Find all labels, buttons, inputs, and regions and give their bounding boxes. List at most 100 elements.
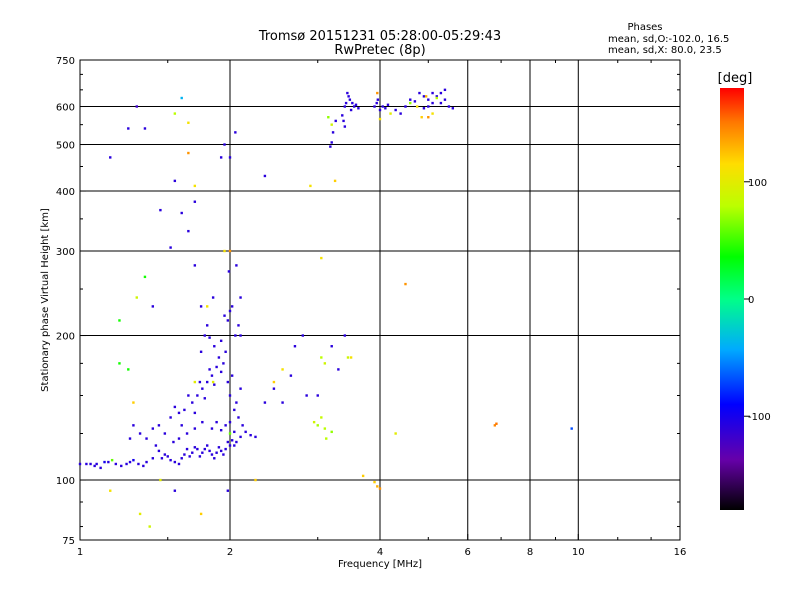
- data-point: [376, 91, 379, 95]
- data-point: [85, 462, 88, 466]
- data-point: [234, 131, 237, 134]
- colorbar-label: [deg]: [718, 71, 753, 86]
- data-point: [233, 408, 236, 412]
- data-point: [347, 95, 350, 98]
- data-point: [219, 370, 223, 374]
- data-point: [208, 449, 211, 453]
- x-tick-label: 16: [674, 547, 687, 558]
- data-point: [443, 98, 447, 101]
- data-point: [263, 401, 267, 404]
- y-tick-label: 300: [56, 247, 75, 258]
- data-point: [224, 350, 227, 353]
- colorbar-ticks: 100 0 -100: [744, 178, 771, 423]
- data-point: [237, 324, 240, 327]
- data-point: [293, 345, 297, 348]
- x-tick-label: 8: [527, 547, 533, 558]
- data-point: [227, 270, 231, 273]
- data-point: [228, 420, 232, 424]
- data-point: [172, 440, 175, 444]
- data-point: [193, 380, 197, 384]
- data-point: [343, 105, 347, 108]
- data-point: [215, 451, 218, 454]
- data-point: [343, 125, 347, 128]
- data-point: [239, 334, 242, 337]
- data-point: [443, 88, 447, 92]
- chart-title: Tromsø 20151231 05:28:00-05:29:43: [258, 29, 501, 44]
- data-point: [244, 430, 247, 434]
- data-point: [263, 174, 267, 178]
- data-point: [344, 101, 348, 105]
- y-tick-label: 75: [62, 536, 75, 547]
- data-point: [205, 380, 209, 384]
- data-point: [208, 368, 211, 371]
- data-point: [180, 424, 183, 427]
- data-point: [201, 451, 204, 454]
- x-tick-label: 4: [377, 547, 383, 558]
- data-point: [289, 374, 293, 377]
- data-point: [138, 432, 142, 435]
- data-point: [224, 424, 227, 427]
- y-tick-label: 100: [56, 476, 75, 487]
- data-point: [132, 424, 135, 427]
- data-point: [323, 427, 327, 430]
- data-point: [330, 430, 333, 434]
- data-point: [213, 457, 216, 460]
- data-point: [114, 462, 118, 466]
- data-point: [145, 437, 148, 440]
- data-point: [127, 368, 130, 371]
- data-point: [201, 420, 204, 424]
- data-point: [107, 460, 110, 464]
- data-point: [173, 460, 177, 464]
- data-point: [193, 411, 197, 415]
- data-point: [219, 449, 223, 453]
- data-point: [157, 424, 161, 427]
- data-point: [198, 380, 202, 384]
- grid-lines: [80, 60, 680, 540]
- data-point: [305, 394, 308, 397]
- data-point: [352, 105, 356, 108]
- data-point: [435, 96, 438, 100]
- data-point: [187, 229, 190, 233]
- data-point: [217, 446, 221, 449]
- data-point: [205, 324, 209, 327]
- data-point: [237, 416, 240, 419]
- data-point: [341, 114, 344, 117]
- colorbar-tick-label: -100: [748, 412, 771, 423]
- data-point: [333, 179, 337, 183]
- data-point: [228, 394, 232, 397]
- data-point: [223, 249, 226, 253]
- data-point: [330, 345, 333, 348]
- data-point: [157, 449, 161, 453]
- data-point: [210, 427, 214, 430]
- data-point: [180, 96, 183, 100]
- y-tick-label: 200: [56, 332, 75, 343]
- data-point: [427, 105, 430, 108]
- y-axis-ticks: 75 100 200 300 400 500 600 750: [56, 56, 680, 547]
- data-point: [145, 460, 148, 464]
- data-point: [163, 453, 167, 456]
- data-point: [169, 416, 172, 419]
- data-point: [203, 447, 206, 451]
- data-point: [431, 101, 434, 105]
- data-point: [154, 444, 158, 447]
- data-point: [226, 440, 230, 444]
- data-point: [110, 458, 114, 462]
- x-tick-label: 10: [572, 547, 585, 558]
- data-point: [418, 91, 421, 95]
- data-point: [215, 420, 218, 424]
- data-point: [228, 309, 232, 313]
- data-point: [348, 98, 352, 101]
- data-point: [199, 305, 203, 308]
- data-point: [422, 95, 426, 98]
- data-point: [381, 105, 384, 108]
- y-tick-label: 600: [56, 103, 75, 114]
- data-point: [163, 432, 167, 435]
- data-point: [325, 437, 328, 440]
- x-axis-label: Frequency [MHz]: [338, 559, 422, 570]
- data-point: [346, 356, 350, 359]
- data-point: [349, 356, 353, 359]
- x-tick-label: 6: [465, 547, 471, 558]
- data-point: [196, 447, 199, 451]
- data-point: [180, 211, 183, 215]
